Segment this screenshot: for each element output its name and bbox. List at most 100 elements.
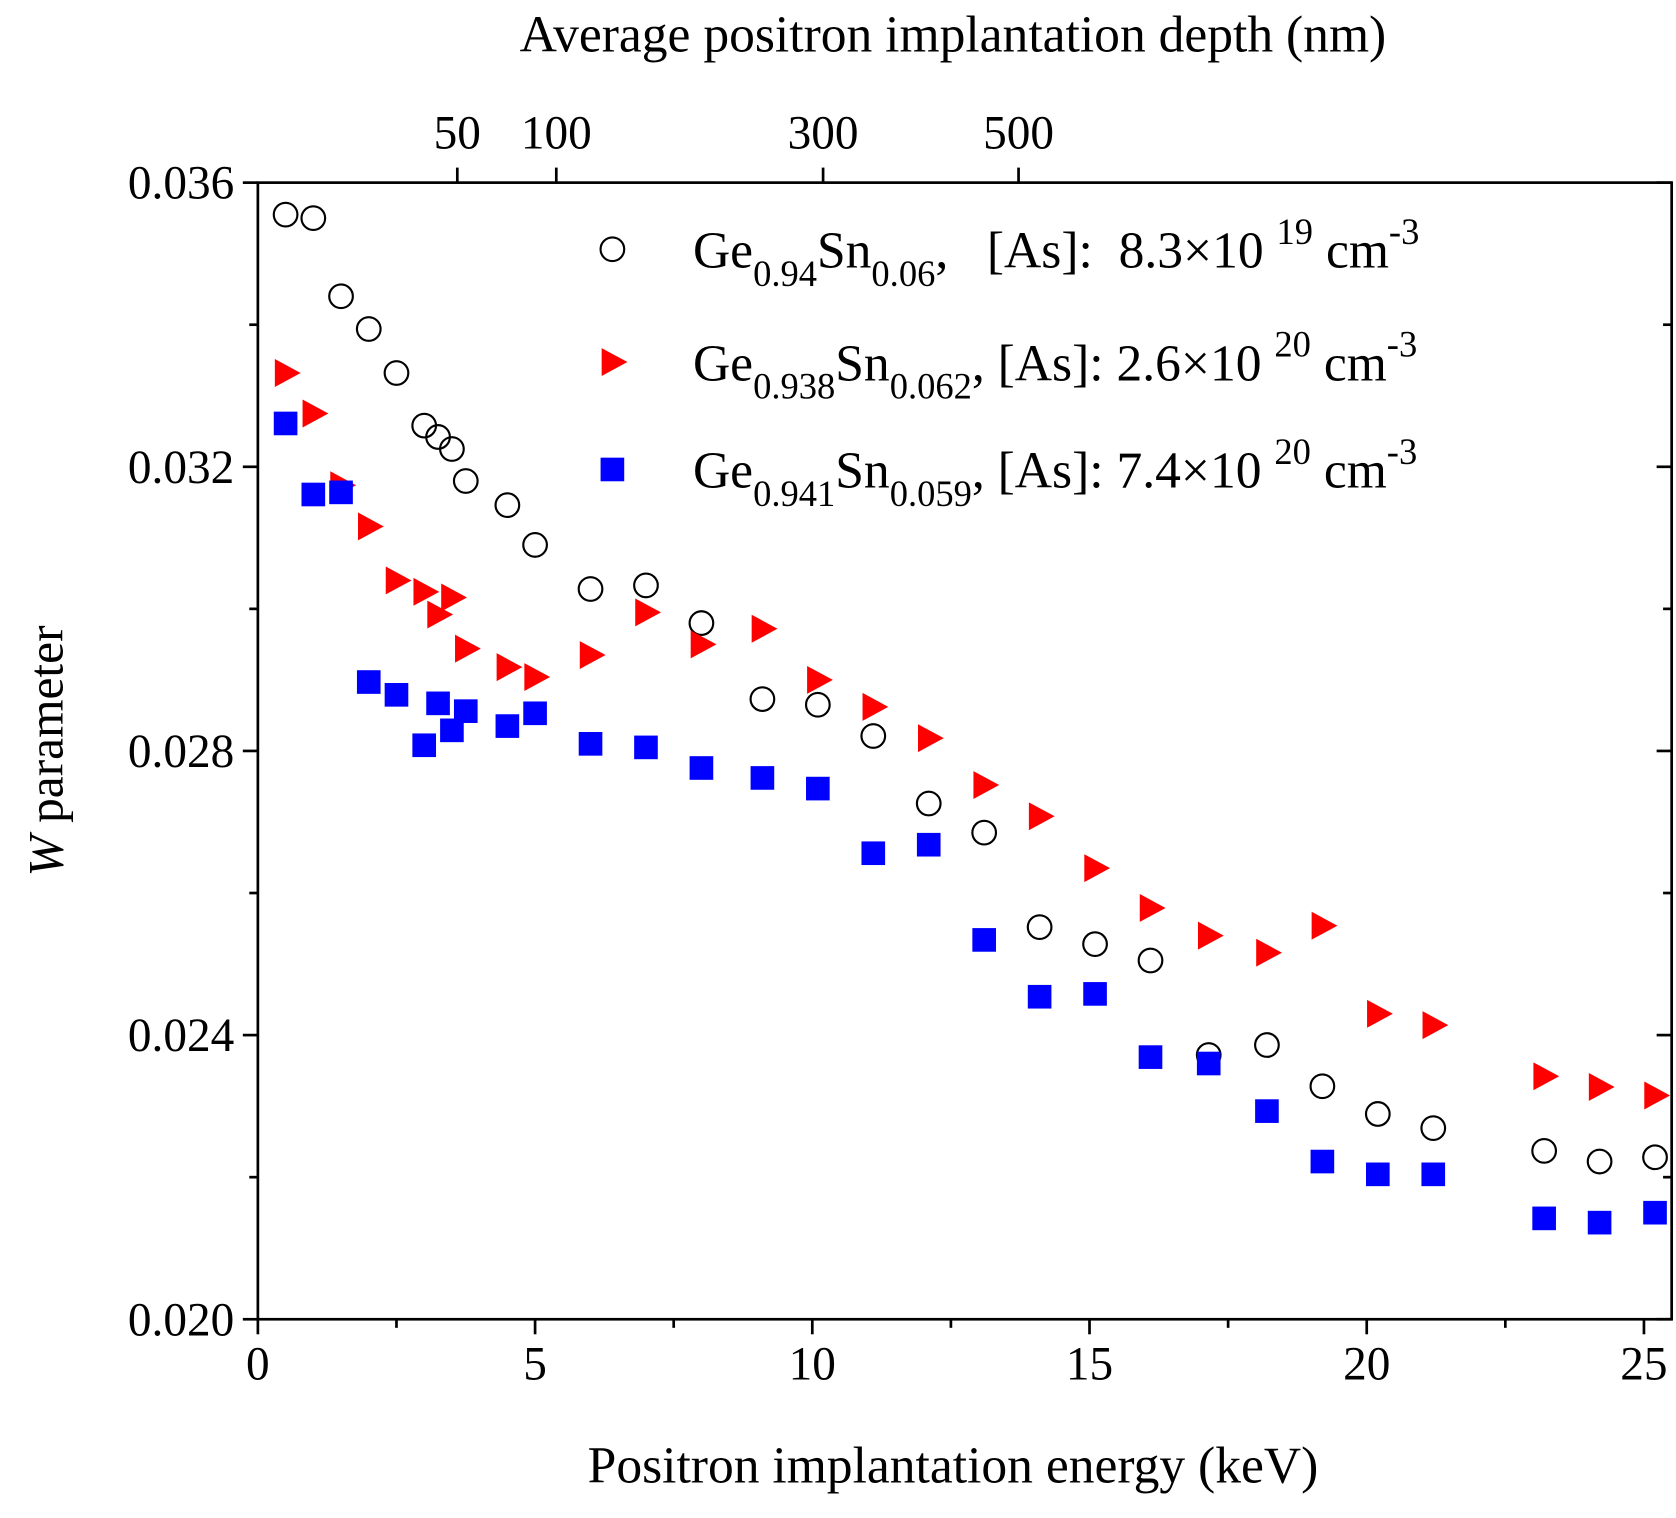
legend-label-part: -3 (1387, 431, 1417, 472)
point (1255, 1099, 1279, 1123)
point (751, 614, 778, 643)
x-tick-label: 5 (523, 1338, 547, 1390)
x2-tick-label: 300 (788, 107, 859, 159)
point (329, 480, 353, 505)
legend-label-part: 19 (1277, 211, 1314, 252)
point (522, 532, 548, 558)
point (1364, 1101, 1391, 1127)
legend-label-part: , [As]: 7.4×10 (972, 443, 1275, 500)
point (328, 283, 354, 310)
legend-marker (599, 236, 626, 263)
legend-label-part: -3 (1387, 324, 1417, 365)
point (356, 670, 381, 694)
point (1367, 999, 1393, 1028)
legend-label-part: , [As]: 8.3×10 (935, 223, 1276, 280)
point (1644, 1081, 1671, 1110)
point (385, 566, 412, 595)
point (355, 316, 382, 342)
point (273, 411, 298, 436)
point (1137, 947, 1164, 974)
point (1139, 893, 1166, 922)
point (1256, 938, 1282, 967)
legend-label-part: Ge (693, 335, 753, 392)
y-tick-label: 0.032 (128, 442, 234, 494)
point (301, 482, 326, 507)
legend-label-part: , [As]: 2.6×10 (972, 335, 1275, 392)
y-tick-label: 0.028 (128, 726, 234, 778)
point (971, 819, 998, 846)
point (1028, 802, 1055, 831)
point (413, 577, 440, 606)
point (1311, 911, 1338, 940)
legend-label-part: 20 (1274, 431, 1311, 472)
point (524, 663, 551, 692)
x-tick-label: 10 (789, 1338, 836, 1390)
point (300, 205, 327, 232)
point (1084, 854, 1111, 883)
point (633, 572, 659, 599)
point (1586, 1148, 1613, 1175)
legend-label-part: -3 (1389, 211, 1419, 252)
point (1082, 931, 1108, 958)
point (455, 634, 481, 663)
point (578, 732, 603, 756)
point (302, 399, 329, 428)
legend-marker (600, 457, 625, 482)
point (1587, 1210, 1612, 1235)
legend-marker (601, 348, 628, 377)
point (1531, 1137, 1558, 1164)
point (689, 756, 714, 780)
x-tick-label: 20 (1343, 1338, 1390, 1390)
legend-label-part: Sn (817, 223, 871, 280)
point (439, 436, 465, 462)
point (1588, 1072, 1615, 1101)
legend-label: Ge0.938Sn0.062, [As]: 2.6×10 20 cm-3 (693, 324, 1417, 407)
point (412, 733, 437, 758)
y-tick-label: 0.036 (128, 158, 234, 210)
point (1643, 1200, 1667, 1225)
point (1197, 921, 1224, 950)
legend-label-part: Ge (693, 443, 753, 500)
x-tick-label: 15 (1066, 1338, 1113, 1390)
point (917, 724, 944, 753)
y-axis-title: W parameter (18, 625, 73, 877)
legend-label-part: 0.941 (753, 473, 835, 514)
point (272, 201, 299, 228)
legend-label-part: 0.059 (890, 473, 972, 514)
legend-label-part: 20 (1274, 324, 1311, 365)
point (1533, 1062, 1560, 1091)
point (806, 776, 830, 801)
point (1310, 1149, 1335, 1174)
point (1138, 1045, 1163, 1069)
legend-label-part: 0.062 (890, 366, 972, 407)
legend-label-part: Ge (693, 223, 753, 280)
plot-frame (256, 181, 1674, 1321)
point (384, 683, 409, 707)
point (688, 610, 715, 636)
point (523, 701, 547, 726)
point (440, 718, 464, 743)
point (577, 576, 604, 602)
x-tick-label: 25 (1620, 1338, 1667, 1390)
point (972, 928, 996, 952)
x2-tick-label: 500 (983, 107, 1054, 159)
point (915, 790, 942, 817)
point (1083, 982, 1107, 1006)
point (1420, 1115, 1447, 1142)
legend-label: Ge0.94Sn0.06, [As]: 8.3×10 19 cm-3 (693, 211, 1419, 294)
point (441, 583, 467, 612)
point (750, 766, 775, 790)
point (494, 492, 521, 519)
point (749, 686, 776, 712)
point (1421, 1162, 1446, 1187)
point (1026, 914, 1053, 941)
legend-label-part: cm (1313, 223, 1389, 280)
point (1642, 1144, 1668, 1171)
point (496, 653, 523, 682)
point (690, 630, 717, 659)
legend-label-part: 0.938 (753, 366, 835, 407)
point (635, 598, 662, 627)
x2-tick-label: 100 (521, 107, 592, 159)
point (916, 832, 941, 857)
y-tick-label: 0.020 (128, 1294, 234, 1346)
